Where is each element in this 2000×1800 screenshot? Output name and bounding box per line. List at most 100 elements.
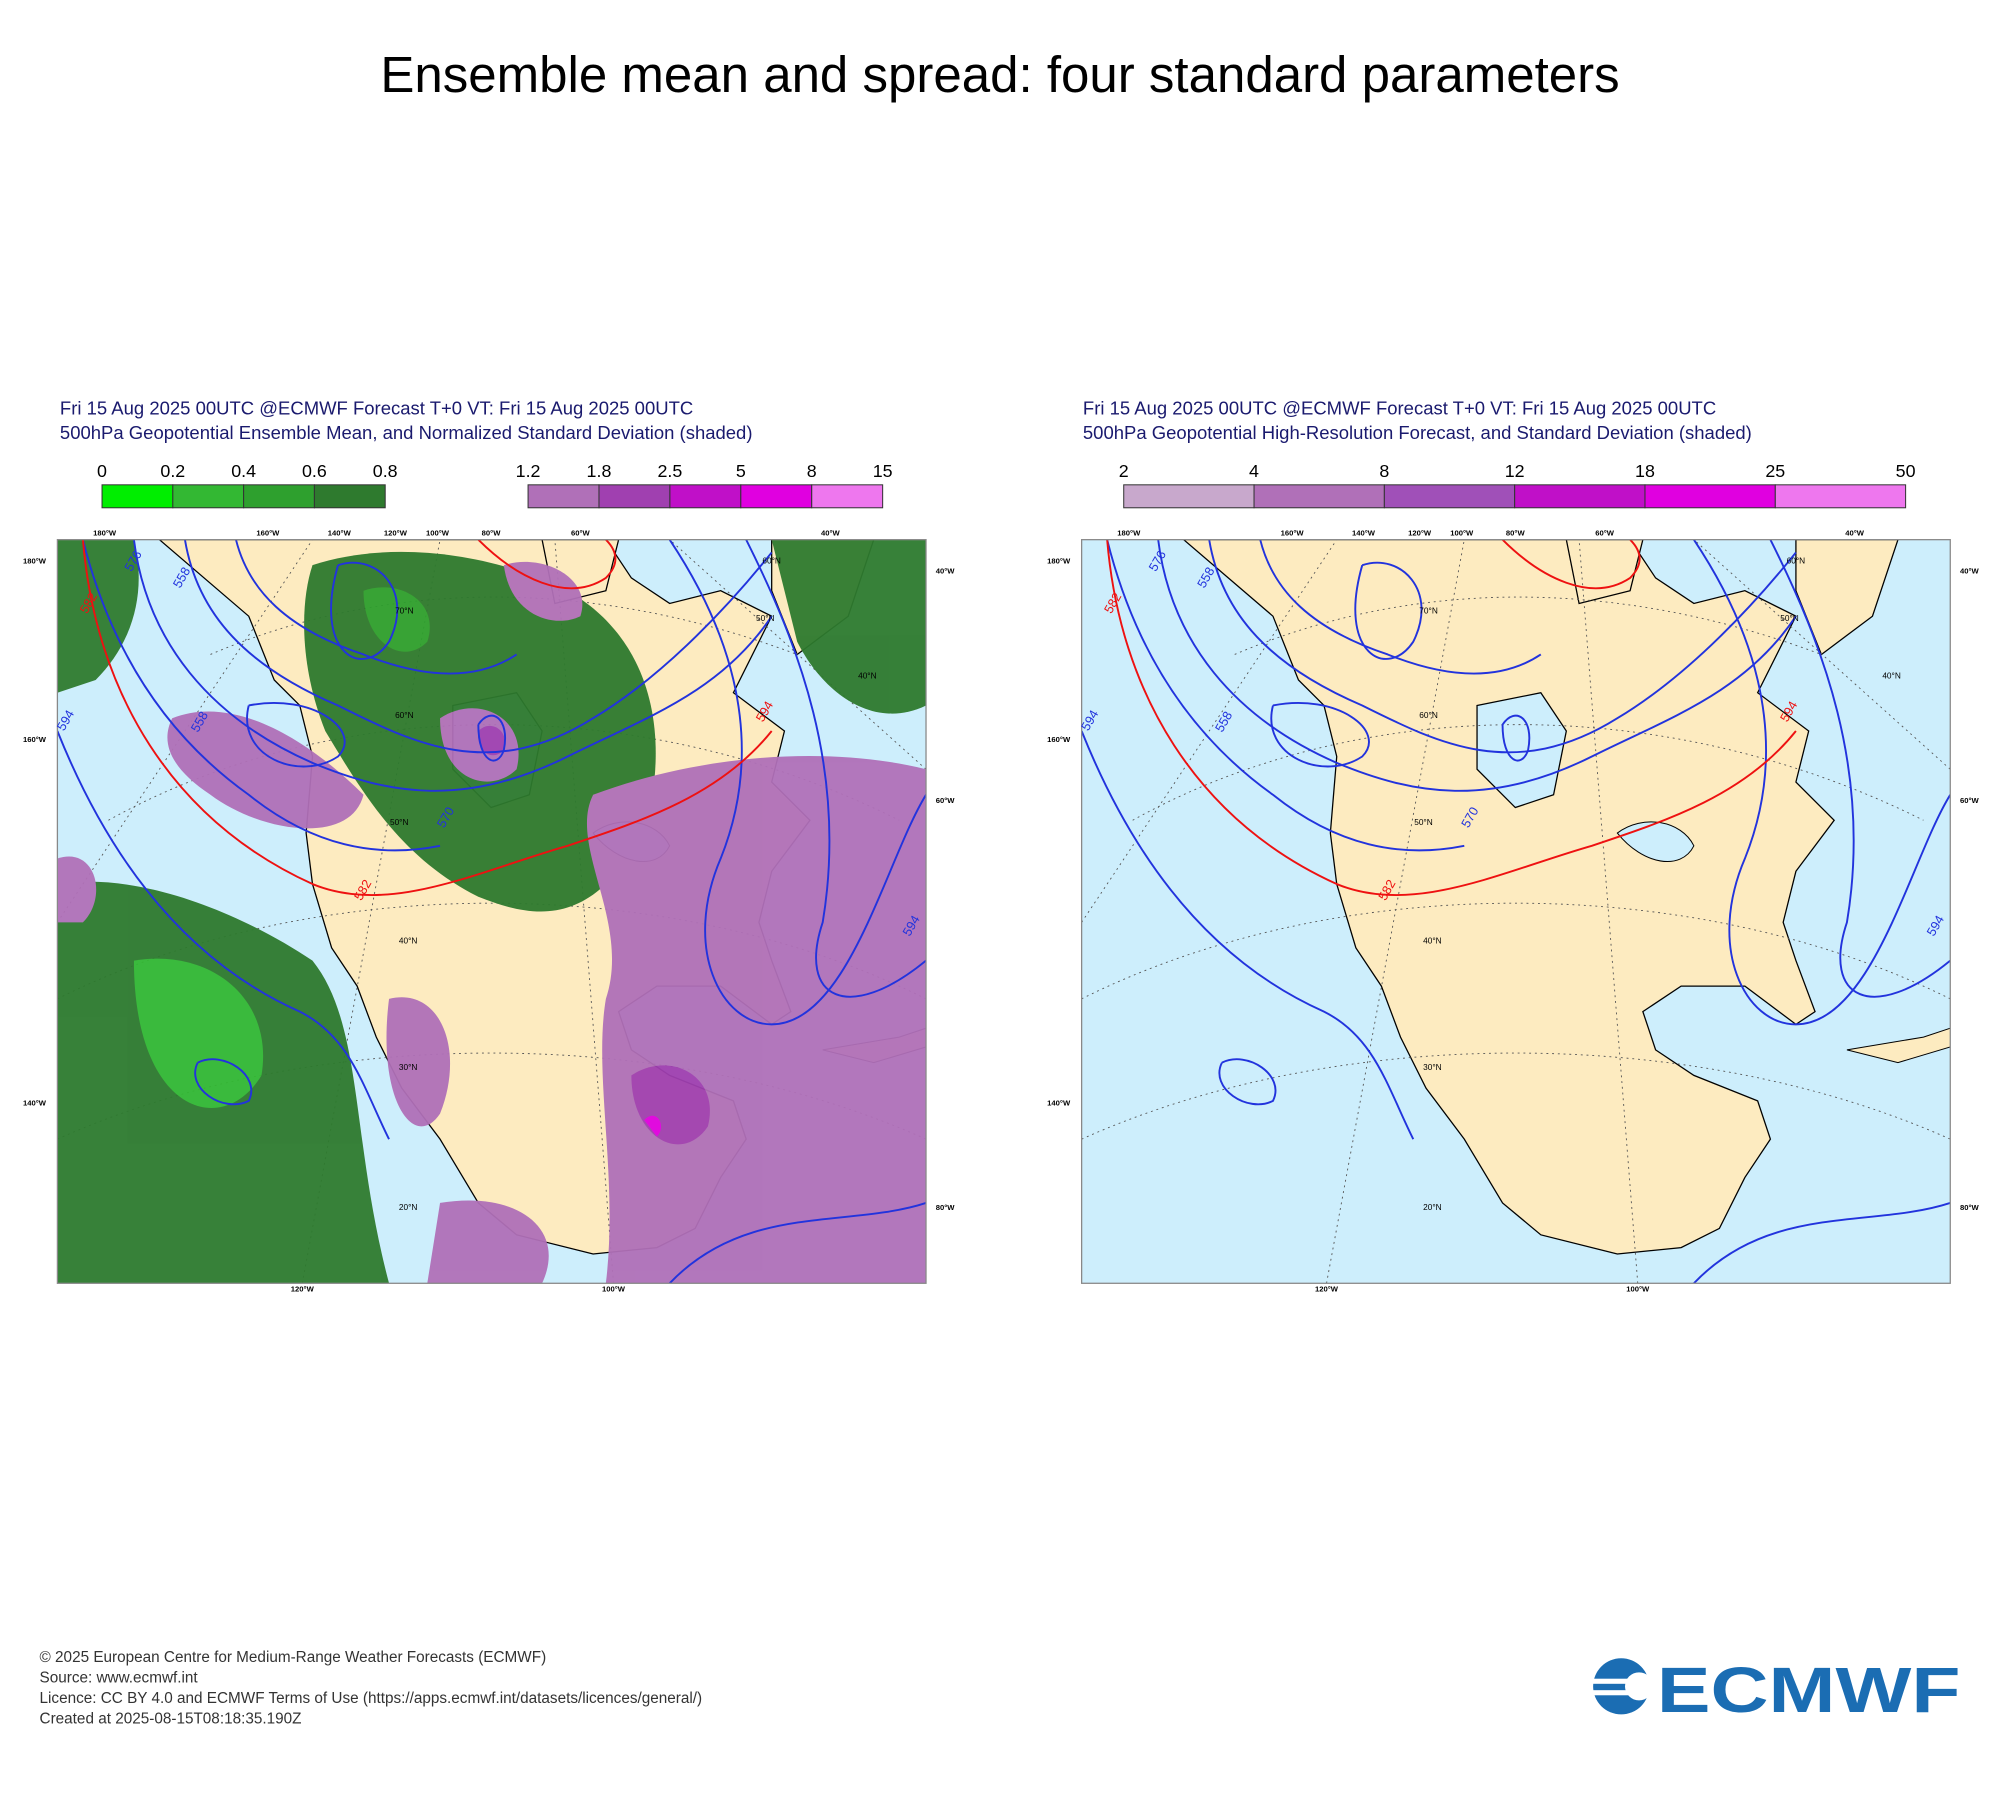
map-right: 180°W 160°W 140°W 120°W 100°W 80°W 60°W 40°W 180…: [1047, 528, 1979, 1293]
colorbar-label: 1.8: [587, 461, 612, 481]
longitude-label: 60°W: [1960, 796, 1980, 805]
longitude-label: 160°W: [256, 528, 280, 537]
longitude-label: 100°W: [1450, 528, 1474, 537]
longitude-label: 180°W: [23, 556, 47, 565]
longitude-label: 60°W: [1595, 528, 1615, 537]
longitude-label: 60°W: [571, 528, 591, 537]
longitude-label: 160°W: [23, 735, 47, 744]
logo-stripe: [1590, 1678, 1652, 1684]
latitude-label: 50°N: [390, 817, 409, 827]
longitude-label: 80°W: [936, 1203, 956, 1212]
colorbar-label: 12: [1505, 461, 1525, 481]
footer-line: Created at 2025-08-15T08:18:35.190Z: [40, 1710, 302, 1727]
colorbar-segment: [1514, 484, 1646, 509]
latitude-label: 40°N: [858, 670, 877, 680]
map-frame: [1080, 539, 1951, 1284]
longitude-label: 120°W: [384, 528, 408, 537]
footer-line: © 2025 European Centre for Medium-Range …: [40, 1649, 547, 1666]
latitude-label: 50°N: [756, 613, 775, 623]
longitude-label: 100°W: [602, 1285, 626, 1294]
colorbar-segment: [1253, 484, 1385, 509]
footer-line: Source: www.ecmwf.int: [40, 1670, 199, 1687]
colorbar-segment: [101, 484, 174, 509]
colorbar-label: 0.2: [160, 461, 185, 481]
colorbar-label: 0: [97, 461, 107, 481]
latitude-label: 60°N: [1419, 710, 1438, 720]
colorbar-label: 2: [1119, 461, 1129, 481]
colorbar-label: 8: [807, 461, 817, 481]
colorbar-label: 5: [736, 461, 746, 481]
colorbar-label: 2.5: [657, 461, 682, 481]
latitude-label: 20°N: [1423, 1202, 1442, 1212]
colorbar-label: 50: [1896, 461, 1916, 481]
footer-line: Licence: CC BY 4.0 and ECMWF Terms of Us…: [40, 1690, 703, 1707]
spread-shading: [57, 539, 927, 1284]
latitude-label: 50°N: [1414, 817, 1433, 827]
longitude-label: 140°W: [1047, 1098, 1071, 1107]
longitude-label: 180°W: [93, 528, 117, 537]
longitude-label: 60°W: [936, 796, 956, 805]
colorbar-label: 4: [1249, 461, 1259, 481]
panel-header: Fri 15 Aug 2025 00UTC @ECMWF Forecast T+…: [60, 398, 693, 419]
base-map: [1081, 539, 1951, 1284]
panel-header: Fri 15 Aug 2025 00UTC @ECMWF Forecast T+…: [1083, 398, 1716, 419]
longitude-label: 120°W: [1315, 1285, 1339, 1294]
colorbar-segment: [313, 484, 386, 509]
colorbar-segment: [1123, 484, 1255, 509]
latitude-label: 30°N: [399, 1062, 418, 1072]
map-left: 180°W 160°W 140°W 120°W 100°W 80°W 60°W 40°W 180…: [23, 528, 955, 1293]
longitude-label: 140°W: [23, 1098, 47, 1107]
colorbar-label: 15: [873, 461, 893, 481]
colorbar-label: 25: [1765, 461, 1785, 481]
logo-mark: [1593, 1658, 1650, 1715]
latitude-label: 70°N: [1419, 605, 1438, 615]
colorbar-segment: [172, 484, 245, 509]
figure-title: Ensemble mean and spread: four standard …: [380, 46, 1619, 103]
logo: ECMWF: [1590, 1654, 1960, 1726]
colorbar-segment: [243, 484, 315, 509]
longitude-label: 120°W: [291, 1285, 315, 1294]
longitude-label: 40°W: [821, 528, 841, 537]
longitude-label: 80°W: [1960, 1203, 1980, 1212]
colorbar-segment: [527, 484, 600, 509]
colorbar-label: 0.6: [302, 461, 327, 481]
longitude-label: 40°W: [936, 567, 956, 576]
panels: Fri 15 Aug 2025 00UTC @ECMWF Forecast T+…: [60, 398, 1916, 509]
latitude-label: 70°N: [395, 605, 414, 615]
colorbar-segment: [811, 484, 884, 509]
longitude-label: 40°W: [1960, 567, 1980, 576]
colorbar-segment: [1774, 484, 1907, 509]
logo-stripe: [1590, 1690, 1652, 1696]
latitude-label: 60°N: [395, 710, 414, 720]
colorbar-label: 18: [1635, 461, 1655, 481]
map-frame: [56, 539, 927, 1284]
longitude-label: 180°W: [1047, 556, 1071, 565]
logo-cutout: [1625, 1672, 1654, 1701]
colorbar-segment: [669, 484, 742, 509]
longitude-label: 140°W: [1352, 528, 1376, 537]
longitude-label: 40°W: [1845, 528, 1865, 537]
latitude-label: 30°N: [1423, 1062, 1442, 1072]
colorbar-segment: [1644, 484, 1776, 509]
footer: © 2025 European Centre for Medium-Range …: [40, 1649, 703, 1727]
colorbar-segment: [740, 484, 813, 509]
longitude-label: 100°W: [426, 528, 450, 537]
colorbar-segment: [598, 484, 671, 509]
longitude-label: 120°W: [1408, 528, 1432, 537]
latitude-label: 40°N: [1423, 936, 1442, 946]
colorbar-segment: [1383, 484, 1516, 509]
latitude-label: 40°N: [1882, 670, 1901, 680]
latitude-label: 60°N: [1787, 556, 1806, 566]
longitude-label: 140°W: [328, 528, 352, 537]
colorbar-label: 1.2: [516, 461, 541, 481]
longitude-label: 180°W: [1117, 528, 1141, 537]
latitude-label: 40°N: [399, 936, 418, 946]
longitude-label: 160°W: [1281, 528, 1305, 537]
latitude-label: 20°N: [399, 1202, 418, 1212]
latitude-label: 50°N: [1780, 613, 1799, 623]
colorbar-label: 8: [1379, 461, 1389, 481]
colorbar-label: 0.8: [373, 461, 398, 481]
longitude-label: 160°W: [1047, 735, 1071, 744]
